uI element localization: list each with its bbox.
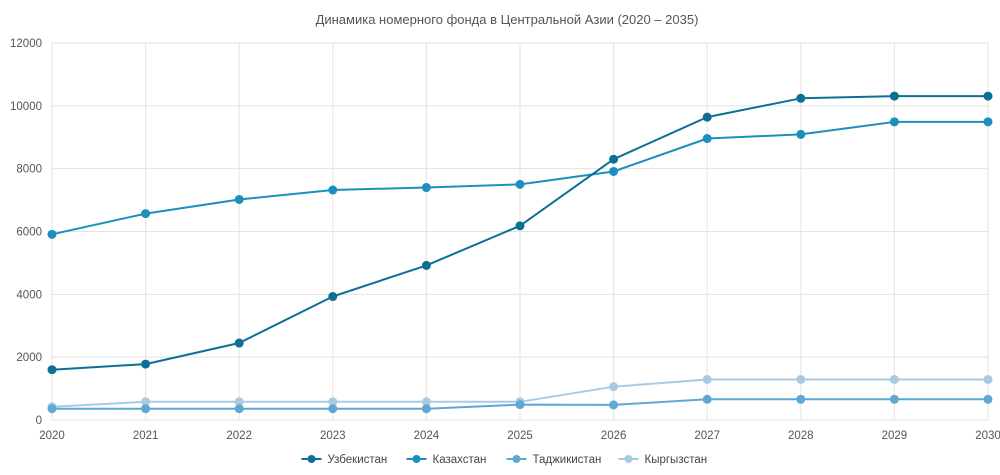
data-point xyxy=(141,397,151,407)
legend-marker xyxy=(512,455,521,463)
data-point xyxy=(234,397,244,407)
grid xyxy=(51,42,989,421)
data-point xyxy=(421,183,431,193)
data-point xyxy=(234,194,244,204)
y-tick-label: 4000 xyxy=(16,289,42,301)
legend-label: Узбекистан xyxy=(328,454,388,466)
series-0 xyxy=(47,91,993,375)
x-tick-label: 2026 xyxy=(601,430,627,442)
x-tick-label: 2028 xyxy=(788,430,814,442)
data-point xyxy=(515,400,525,410)
data-point xyxy=(796,129,806,139)
data-point xyxy=(141,359,151,369)
chart-title: Динамика номерного фонда в Центральной А… xyxy=(316,12,699,27)
y-tick-label: 10000 xyxy=(10,101,42,113)
x-tick-label: 2020 xyxy=(39,430,65,442)
legend-item[interactable]: Узбекистан xyxy=(301,454,388,466)
x-tick-label: 2029 xyxy=(882,430,908,442)
x-tick-label: 2030 xyxy=(975,430,1000,442)
data-point xyxy=(421,397,431,407)
legend-item[interactable]: Казахстан xyxy=(406,454,487,466)
data-point xyxy=(421,404,431,414)
data-point xyxy=(796,394,806,404)
data-point xyxy=(702,112,712,122)
series-1 xyxy=(47,117,993,239)
data-point xyxy=(328,292,338,302)
data-point xyxy=(702,374,712,384)
legend-label: Кыргызстан xyxy=(645,454,708,466)
data-point xyxy=(702,394,712,404)
y-axis-ticks: 0 2000 4000 6000 8000 10000 12000 xyxy=(10,38,42,427)
data-point xyxy=(515,179,525,189)
y-tick-label: 0 xyxy=(36,415,42,427)
data-point xyxy=(47,229,57,239)
legend-label: Казахстан xyxy=(433,454,487,466)
data-point xyxy=(328,404,338,414)
data-point xyxy=(609,400,619,410)
x-tick-label: 2027 xyxy=(694,430,720,442)
data-point xyxy=(983,374,993,384)
x-tick-label: 2023 xyxy=(320,430,346,442)
data-point xyxy=(141,404,151,414)
data-point xyxy=(234,404,244,414)
data-point xyxy=(234,338,244,348)
data-point xyxy=(47,365,57,375)
data-point xyxy=(796,93,806,103)
legend-label: Таджикистан xyxy=(533,454,602,466)
legend-marker xyxy=(307,455,316,463)
x-tick-label: 2024 xyxy=(414,430,440,442)
data-point xyxy=(983,91,993,101)
legend-item[interactable]: Кыргызстан xyxy=(618,454,708,466)
data-point xyxy=(609,166,619,176)
legend-item[interactable]: Таджикистан xyxy=(506,454,602,466)
series-lines xyxy=(47,91,993,414)
x-tick-label: 2022 xyxy=(226,430,252,442)
series-2 xyxy=(47,394,993,414)
y-tick-label: 12000 xyxy=(10,38,42,50)
data-point xyxy=(889,394,899,404)
data-point xyxy=(609,382,619,392)
data-point xyxy=(796,374,806,384)
data-point xyxy=(702,134,712,144)
x-tick-label: 2025 xyxy=(507,430,533,442)
data-point xyxy=(421,260,431,270)
data-point xyxy=(983,117,993,127)
data-point xyxy=(328,185,338,195)
data-point xyxy=(47,404,57,414)
data-point xyxy=(889,91,899,101)
data-point xyxy=(609,154,619,164)
y-tick-label: 8000 xyxy=(16,164,42,176)
legend-marker xyxy=(624,455,633,463)
y-tick-label: 6000 xyxy=(16,227,42,239)
legend: Узбекистан Казахстан Таджикистан Кыргызстан xyxy=(301,454,708,466)
x-tick-label: 2021 xyxy=(133,430,159,442)
data-point xyxy=(141,209,151,219)
data-point xyxy=(983,394,993,404)
x-axis-ticks: 2020 2021 2022 2023 2024 2025 2026 2027 2028 2029… xyxy=(39,430,1000,442)
data-point xyxy=(515,221,525,231)
legend-marker xyxy=(412,455,421,463)
data-point xyxy=(328,397,338,407)
y-tick-label: 2000 xyxy=(16,352,42,364)
data-point xyxy=(889,374,899,384)
data-point xyxy=(889,117,899,127)
